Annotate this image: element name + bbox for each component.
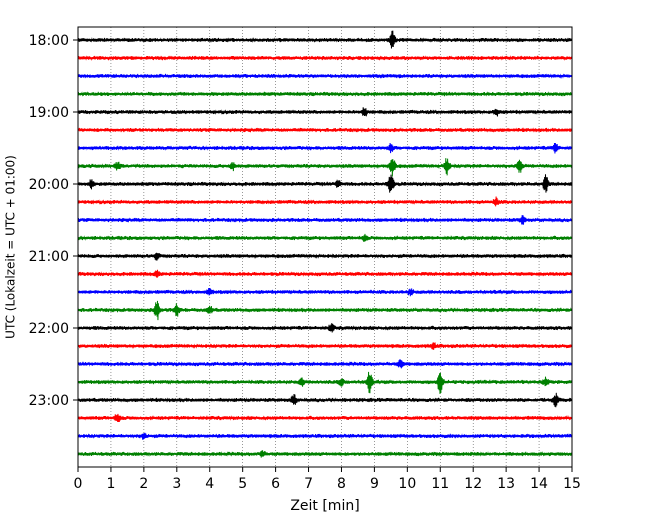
trace-2100 bbox=[77, 252, 573, 261]
trace-2130 bbox=[77, 287, 573, 297]
x-tick-label-3: 3 bbox=[172, 476, 181, 492]
trace-2245 bbox=[77, 371, 573, 394]
x-tick-label-14: 14 bbox=[530, 476, 548, 492]
x-tick-label-5: 5 bbox=[238, 476, 247, 492]
x-tick-label-8: 8 bbox=[337, 476, 346, 492]
trace-2330 bbox=[77, 432, 573, 440]
x-tick-label-4: 4 bbox=[205, 476, 214, 492]
trace-2145 bbox=[77, 300, 573, 321]
trace-2045 bbox=[77, 233, 573, 242]
x-tick-label-12: 12 bbox=[464, 476, 482, 492]
y-tick-label-2000: 20:00 bbox=[29, 177, 69, 193]
trace-2115 bbox=[77, 269, 573, 278]
x-tick-label-7: 7 bbox=[304, 476, 313, 492]
y-tick-label-2300: 23:00 bbox=[29, 393, 69, 409]
y-tick-label-2200: 22:00 bbox=[29, 321, 69, 337]
trace-2030 bbox=[77, 215, 573, 225]
trace-2230 bbox=[77, 359, 573, 369]
trace-1945 bbox=[77, 158, 573, 177]
x-tick-label-2: 2 bbox=[139, 476, 148, 492]
tick-layer: 0 1 2 3 4 5 6 7 8 9 10 11 12 13 14 1518:0019:0020:0021:… bbox=[29, 33, 581, 492]
trace-1800 bbox=[77, 30, 573, 49]
x-tick-label-6: 6 bbox=[271, 476, 280, 492]
x-tick-label-9: 9 bbox=[370, 476, 379, 492]
y-axis-label: UTC (Lokalzeit = UTC + 01:00) bbox=[4, 155, 18, 339]
trace-2000 bbox=[77, 174, 573, 193]
trace-2200 bbox=[77, 323, 573, 333]
y-tick-label-1800: 18:00 bbox=[29, 33, 69, 49]
x-tick-label-0: 0 bbox=[74, 476, 83, 492]
trace-1845 bbox=[77, 91, 573, 97]
trace-layer bbox=[77, 30, 573, 458]
trace-1830 bbox=[77, 73, 573, 79]
trace-2300 bbox=[77, 392, 573, 408]
trace-2215 bbox=[77, 342, 573, 350]
x-tick-label-11: 11 bbox=[431, 476, 449, 492]
x-tick-label-15: 15 bbox=[563, 476, 581, 492]
trace-2315 bbox=[77, 413, 573, 422]
grid-layer bbox=[110, 27, 540, 467]
trace-2345 bbox=[77, 450, 573, 458]
y-tick-label-1900: 19:00 bbox=[29, 105, 69, 121]
trace-1915 bbox=[77, 127, 573, 133]
trace-1930 bbox=[77, 143, 573, 154]
trace-1815 bbox=[77, 55, 573, 62]
y-tick-label-2100: 21:00 bbox=[29, 249, 69, 265]
x-tick-label-13: 13 bbox=[497, 476, 515, 492]
trace-2015 bbox=[77, 196, 573, 207]
x-tick-label-10: 10 bbox=[398, 476, 416, 492]
trace-1900 bbox=[77, 107, 573, 117]
x-tick-label-1: 1 bbox=[106, 476, 115, 492]
plot-frame bbox=[77, 26, 573, 468]
x-axis-label: Zeit [min] bbox=[290, 498, 359, 514]
